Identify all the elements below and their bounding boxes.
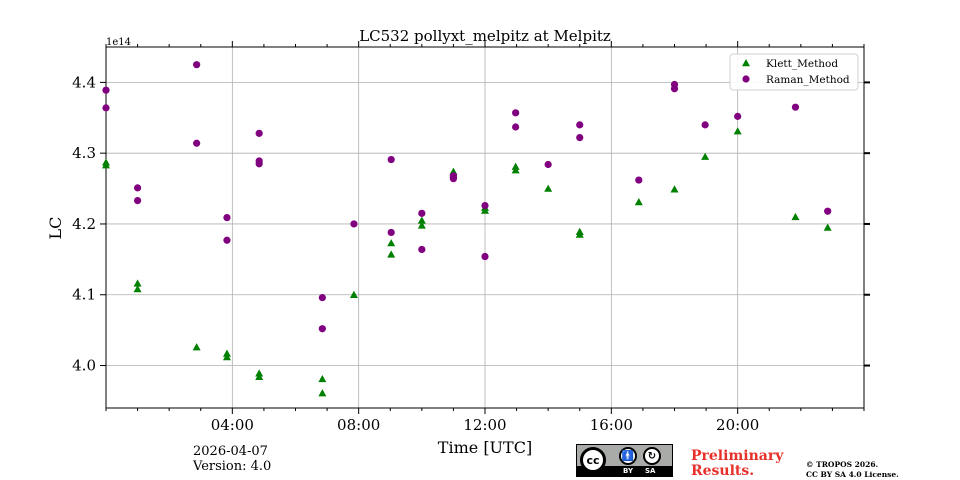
footer-version: Version: 4.0 — [193, 459, 272, 474]
klett-point — [318, 389, 327, 397]
klett-point — [255, 372, 264, 381]
copyright-line: © TROPOS 2026. — [806, 460, 879, 469]
y-tick-label: 4.2 — [72, 215, 96, 233]
raman-point — [481, 252, 489, 261]
klett-point — [417, 221, 426, 229]
klett-point — [634, 198, 643, 206]
raman-point — [635, 176, 643, 184]
footer-date: 2026-04-07 — [193, 444, 268, 459]
axes: 04:00 08:00 12:00 16:00 20:00 4.0 4.1 4.2 4.3 4.4 — [72, 41, 870, 434]
raman-point — [544, 160, 552, 169]
y-tick-label: 4.4 — [72, 73, 96, 91]
x-tick-label: 12:00 — [463, 416, 506, 434]
raman-point — [512, 123, 520, 131]
raman-point — [512, 109, 520, 117]
legend-box — [729, 53, 859, 91]
klett-point — [222, 353, 231, 361]
raman-point — [255, 160, 263, 168]
raman-point — [449, 175, 458, 183]
raman-point — [133, 184, 142, 192]
klett-point — [823, 223, 832, 231]
raman-point — [418, 209, 426, 217]
legend-label: Raman_Method — [766, 74, 850, 86]
raman-point — [701, 121, 709, 129]
klett-point — [133, 285, 142, 293]
cc-license-badge: cc 🚹 ↻ BY SA — [576, 444, 673, 477]
x-tick-label: 20:00 — [716, 416, 759, 434]
raman-point — [670, 85, 679, 93]
klett-point — [733, 127, 742, 135]
legend: Klett_Method Raman_Method — [729, 53, 859, 91]
raman-point — [387, 228, 395, 237]
raman-point — [255, 129, 263, 137]
klett-point — [387, 239, 396, 247]
klett-point — [387, 250, 396, 258]
x-tick-label: 04:00 — [211, 416, 254, 434]
klett-point — [670, 185, 679, 193]
license-line: CC BY SA 4.0 License. — [806, 470, 899, 479]
chart-title: LC532 pollyxt_melpitz at Melpitz — [359, 27, 611, 45]
cc-icon: cc — [580, 447, 606, 473]
raman-point — [223, 236, 231, 244]
klett-point — [102, 161, 110, 169]
klett-point — [318, 374, 327, 383]
badge-by-label: BY — [623, 467, 634, 475]
klett-point — [701, 152, 710, 160]
klett-point — [511, 166, 520, 174]
raman-point — [193, 139, 201, 147]
klett-point — [133, 279, 142, 287]
badge-sa-label: SA — [645, 467, 656, 475]
preliminary-results-note: Preliminary Results. — [691, 449, 783, 479]
x-tick-label: 08:00 — [337, 416, 380, 434]
raman-point — [418, 245, 426, 254]
legend-klett-marker — [742, 59, 750, 67]
klett-point — [791, 212, 800, 221]
klett-point — [417, 216, 426, 224]
legend-raman-marker — [742, 75, 750, 83]
klett-point — [544, 184, 553, 192]
raman-point — [481, 201, 489, 210]
raman-point — [318, 293, 326, 302]
footer-info: 2026-04-07 Version: 4.0 — [193, 444, 271, 474]
klett-point — [192, 343, 201, 351]
grid — [106, 47, 864, 408]
data-marks — [102, 61, 832, 397]
raman-point — [576, 121, 584, 129]
y-tick-label: 4.0 — [72, 357, 96, 375]
raman-point — [133, 197, 142, 205]
raman-point — [223, 213, 231, 222]
raman-point — [387, 155, 395, 164]
raman-point — [193, 61, 201, 69]
y-tick-label: 4.3 — [72, 144, 96, 162]
raman-point — [350, 220, 358, 228]
copyright-notice: © TROPOS 2026. CC BY SA 4.0 License. — [806, 460, 899, 480]
klett-point — [349, 290, 358, 298]
badge-bar — [577, 466, 672, 476]
raman-point — [102, 86, 110, 94]
x-axis-label: Time [UTC] — [438, 438, 532, 457]
raman-point — [102, 104, 110, 112]
share-alike-icon: ↻ — [643, 447, 661, 465]
y-axis-label: LC — [46, 217, 65, 240]
y-offset-label: 1e14 — [106, 37, 131, 48]
klett-point — [481, 206, 489, 214]
legend-label: Klett_Method — [766, 58, 838, 70]
raman-point — [734, 112, 742, 120]
x-tick-label: 16:00 — [590, 416, 633, 434]
preliminary-line: Preliminary — [691, 448, 784, 464]
raman-point — [791, 103, 800, 111]
raman-point — [318, 325, 326, 333]
raman-point — [824, 207, 832, 215]
klett-point — [575, 230, 584, 238]
raman-point — [576, 134, 584, 142]
results-line: Results. — [691, 463, 755, 479]
attribution-person-icon: 🚹 — [619, 447, 637, 465]
y-tick-label: 4.1 — [72, 286, 96, 304]
